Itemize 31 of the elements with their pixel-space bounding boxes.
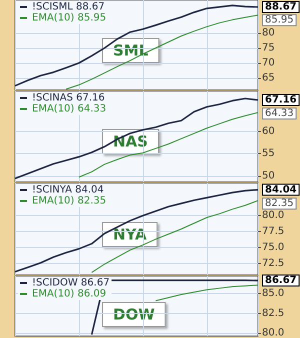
data-label: 82.35 bbox=[265, 198, 294, 210]
y-tick-label: 75 bbox=[262, 42, 275, 54]
legend-label: EMA(10) 64.33 bbox=[32, 104, 106, 114]
legend-label: !SCINAS 67.16 bbox=[32, 92, 105, 104]
data-label: 67.16 bbox=[265, 94, 297, 106]
data-label: 64.33 bbox=[265, 108, 294, 120]
legend-label: !SCISML 88.67 bbox=[32, 2, 105, 12]
legend-label: EMA(10) 85.95 bbox=[32, 12, 106, 24]
legend-label: !SCINYA 84.04 bbox=[32, 184, 104, 196]
y-tick-label: 65 bbox=[262, 72, 275, 84]
y-tick-label: 70 bbox=[262, 58, 275, 68]
legend-label: EMA(10) 82.35 bbox=[32, 196, 106, 206]
y-tick-label: 80.0 bbox=[262, 210, 284, 222]
line-series bbox=[78, 112, 258, 178]
legend-label: !SCIDOW 86.67 bbox=[32, 278, 110, 288]
legend-label: EMA(10) 86.09 bbox=[32, 288, 106, 300]
y-tick-label: 85.0 bbox=[262, 288, 284, 300]
data-label: 85.95 bbox=[265, 14, 294, 26]
y-tick-label: 82.5 bbox=[262, 308, 284, 319]
data-label: 86.67 bbox=[265, 275, 297, 286]
y-tick-label: 50 bbox=[262, 170, 275, 182]
y-tick-label: 80 bbox=[262, 28, 275, 38]
y-tick-label: 55 bbox=[262, 148, 275, 160]
y-tick-label: 72.5 bbox=[262, 258, 284, 269]
y-tick-label: 60 bbox=[262, 126, 275, 138]
data-label: 84.04 bbox=[265, 184, 297, 196]
data-label: 88.67 bbox=[265, 1, 297, 12]
y-tick-label: 75.0 bbox=[262, 242, 284, 254]
y-tick-label: 80.0 bbox=[262, 328, 284, 338]
y-tick-label: 77.5 bbox=[262, 226, 284, 238]
line-series bbox=[155, 284, 258, 302]
